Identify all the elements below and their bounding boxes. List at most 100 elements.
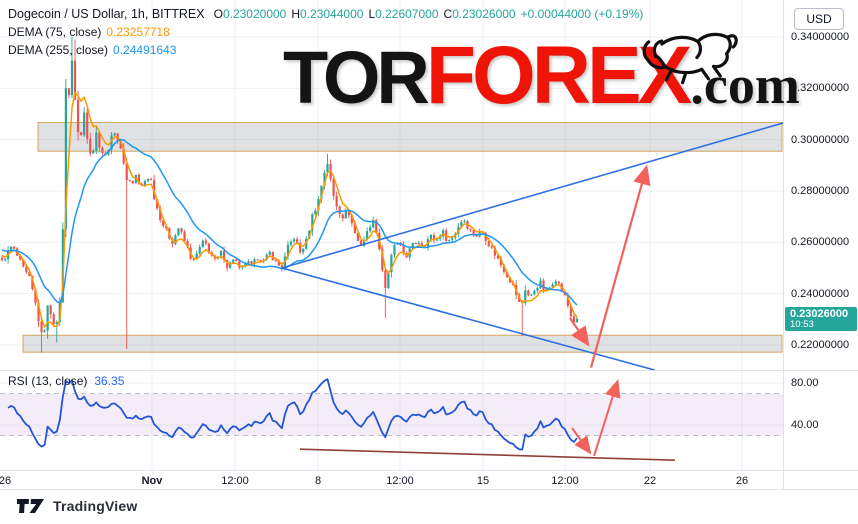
- tradingview-attribution[interactable]: TradingView: [17, 498, 137, 514]
- projection-arrow-rsi-2[interactable]: [593, 379, 621, 457]
- candle-body: [341, 214, 344, 219]
- watermark-forex: FOREX: [425, 30, 692, 121]
- candle-body: [101, 147, 104, 154]
- candle-body: [289, 241, 293, 245]
- candle-body: [387, 272, 390, 289]
- dema255-legend-row[interactable]: DEMA (255, close) 0.24491643: [8, 41, 643, 59]
- time-tick-label: Nov: [141, 475, 163, 487]
- watermark-com: .com: [690, 55, 800, 115]
- time-tick-label: 22: [643, 475, 657, 487]
- overlay-line-dema75[interactable]: [1, 91, 578, 328]
- overlay-line-dema255[interactable]: [1, 138, 578, 306]
- candle-body: [299, 243, 302, 253]
- dema75-legend-row[interactable]: DEMA (75, close) 0.23257718: [8, 23, 643, 41]
- torforex-watermark: TOR FOREX .com: [283, 30, 800, 121]
- currency-button[interactable]: USD: [794, 8, 844, 30]
- candle-body: [390, 255, 393, 273]
- rsi-trend-line[interactable]: [299, 448, 676, 461]
- candle-body: [43, 330, 46, 333]
- candle-body: [423, 246, 426, 248]
- candle-body: [286, 244, 290, 257]
- candle-body: [302, 248, 305, 253]
- candle-body: [229, 262, 232, 268]
- candle-body: [314, 210, 317, 215]
- candle-body: [429, 234, 433, 240]
- candle-body: [381, 249, 384, 271]
- candle-body: [572, 316, 576, 323]
- candle-body: [95, 132, 98, 151]
- candle-body: [460, 221, 463, 227]
- candle-body: [22, 259, 25, 267]
- candle-body: [296, 239, 299, 244]
- candle-body: [569, 305, 573, 317]
- symbol-legend-row[interactable]: Dogecoin / US Dollar, 1h, BITTREX O0.230…: [8, 5, 643, 23]
- candle-body: [80, 132, 83, 136]
- candle-body: [244, 263, 247, 266]
- candle-body: [344, 210, 347, 219]
- candle-body: [448, 239, 451, 241]
- candle-body: [545, 288, 548, 291]
- rsi-legend-row[interactable]: RSI (13, close) 36.35: [8, 374, 124, 388]
- candle-body: [201, 240, 204, 248]
- candle-body: [311, 214, 314, 231]
- candle-body: [335, 195, 338, 207]
- candle-body: [356, 233, 360, 241]
- price-axis[interactable]: USD 0.34000000 0.32000000 0.30000000 0.2800…: [784, 0, 858, 470]
- candle-body: [125, 163, 128, 181]
- candle-body: [350, 215, 353, 224]
- projection-arrow-rsi-1[interactable]: [571, 427, 592, 455]
- candle-body: [250, 261, 253, 264]
- candle-body: [92, 150, 95, 154]
- tradingview-brand-text: TradingView: [53, 498, 138, 514]
- candle-body: [493, 247, 496, 256]
- zone-resistance[interactable]: [37, 121, 783, 152]
- candle-body: [25, 266, 28, 273]
- candle-body: [46, 305, 49, 331]
- projection-arrow-main-2[interactable]: [589, 164, 651, 368]
- candle-body: [542, 280, 545, 291]
- candle-body: [67, 88, 71, 96]
- candle-body: [76, 99, 80, 133]
- ohlc-close: C0.23026000: [443, 7, 516, 21]
- time-axis[interactable]: 26 Nov 12:00 8 12:00 15 12:00 22 26: [0, 470, 858, 492]
- candle-body: [271, 251, 274, 261]
- wedge-lower[interactable]: [281, 267, 656, 370]
- candle-body: [305, 238, 308, 249]
- candle-body: [186, 240, 189, 248]
- candle-body: [496, 255, 499, 259]
- rsi-label: RSI (13, close): [8, 374, 88, 388]
- candle-body: [177, 228, 180, 236]
- candle-body: [393, 244, 396, 256]
- candle-body: [195, 253, 198, 260]
- price-tick-label: 0.28000000: [791, 185, 850, 197]
- candle-body: [317, 198, 320, 211]
- candle-body: [52, 314, 55, 325]
- candle-body: [49, 305, 52, 315]
- projection-arrow-main-1[interactable]: [569, 317, 590, 347]
- candle-body: [3, 259, 7, 261]
- symbol-title: Dogecoin / US Dollar, 1h, BITTREX: [8, 7, 205, 21]
- price-tick-label: 0.22000000: [791, 339, 850, 351]
- candle-body: [235, 259, 238, 262]
- dema75-value: 0.23257718: [106, 25, 170, 39]
- candle-body: [338, 206, 341, 215]
- time-tick-label: 12:00: [386, 475, 414, 487]
- candle-body: [554, 281, 557, 285]
- candle-body: [156, 199, 159, 209]
- candle-body: [143, 181, 147, 186]
- zone-support[interactable]: [22, 334, 783, 353]
- candle-body: [13, 246, 16, 249]
- candle-body: [323, 172, 326, 186]
- candle-body: [347, 210, 350, 216]
- ohlc-low: L0.22607000: [368, 7, 439, 21]
- candle-body: [110, 135, 113, 150]
- candle-body: [402, 245, 405, 254]
- candle-body: [472, 230, 475, 236]
- candle-body: [551, 284, 554, 288]
- candle-body: [198, 247, 201, 254]
- candle-body: [222, 250, 226, 261]
- candle-body: [539, 280, 542, 288]
- wedge-upper[interactable]: [281, 122, 783, 269]
- last-price-badge: 0.23026000 10:53: [785, 306, 857, 331]
